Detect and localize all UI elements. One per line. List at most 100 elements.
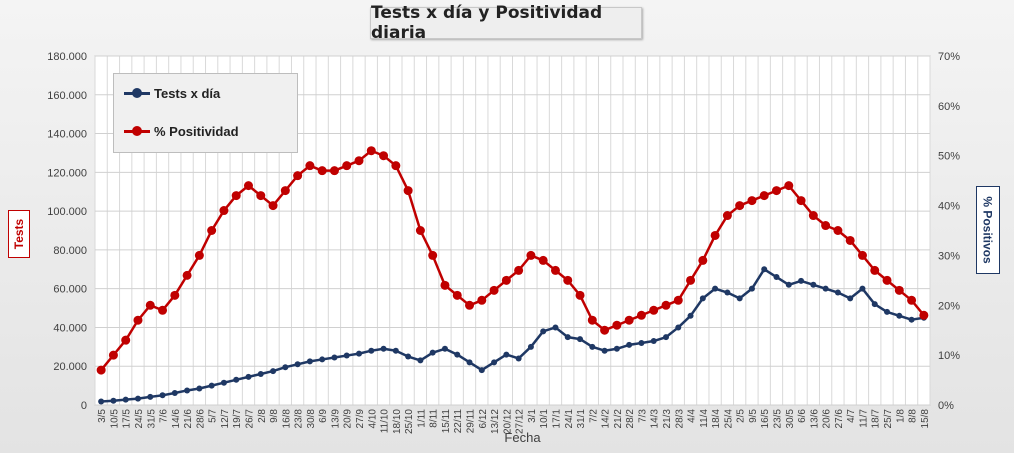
series-point-0 — [564, 334, 571, 341]
series-point-1 — [747, 196, 757, 206]
x-tick-label: 22/11 — [453, 409, 464, 434]
series-point-0 — [147, 393, 154, 400]
series-point-0 — [515, 355, 522, 362]
series-point-0 — [466, 359, 473, 366]
x-tick-label: 11/7 — [858, 409, 869, 428]
x-tick-label: 31/1 — [576, 409, 587, 429]
x-tick-label: 6/12 — [478, 409, 489, 429]
x-tick-label: 8/11 — [429, 409, 440, 428]
series-point-0 — [871, 301, 878, 308]
series-point-0 — [736, 295, 743, 302]
series-point-0 — [675, 324, 682, 331]
series-point-0 — [601, 347, 608, 354]
x-tick-label: 17/1 — [551, 409, 562, 429]
series-point-1 — [870, 265, 880, 275]
series-point-0 — [699, 295, 706, 302]
x-tick-label: 16/8 — [281, 409, 292, 429]
series-point-0 — [896, 312, 903, 319]
series-point-0 — [417, 357, 424, 364]
series-point-1 — [649, 305, 659, 315]
series-point-1 — [673, 295, 683, 305]
x-axis-title: Fecha — [504, 430, 541, 445]
series-point-0 — [171, 389, 178, 396]
series-point-1 — [477, 295, 487, 305]
series-point-0 — [405, 353, 412, 360]
left-tick-label: 180.000 — [47, 51, 87, 63]
series-point-1 — [845, 235, 855, 245]
series-point-1 — [170, 290, 180, 300]
series-point-0 — [662, 334, 669, 341]
x-tick-label: 23/8 — [294, 409, 305, 429]
series-point-0 — [527, 343, 534, 350]
series-point-1 — [501, 275, 511, 285]
series-point-0 — [552, 324, 559, 331]
series-point-0 — [810, 281, 817, 288]
series-point-1 — [833, 226, 843, 235]
series-point-1 — [280, 186, 290, 196]
series-point-0 — [613, 345, 620, 352]
series-point-0 — [159, 392, 166, 399]
series-point-1 — [538, 255, 548, 265]
x-tick-label: 25/7 — [883, 409, 894, 429]
series-point-1 — [108, 350, 118, 360]
series-point-1 — [133, 315, 143, 325]
series-point-1 — [575, 290, 585, 300]
series-point-1 — [612, 320, 622, 330]
legend: Tests x día % Positividad — [113, 73, 298, 153]
x-tick-label: 14/3 — [650, 409, 661, 429]
series-point-0 — [589, 343, 596, 350]
series-point-1 — [96, 365, 106, 375]
series-point-1 — [735, 201, 745, 211]
series-point-1 — [587, 315, 597, 325]
series-point-1 — [514, 265, 524, 275]
series-point-1 — [379, 151, 389, 161]
series-point-1 — [329, 166, 339, 176]
series-point-0 — [208, 382, 215, 389]
series-point-1 — [354, 156, 364, 166]
left-tick-label: 40.000 — [53, 322, 87, 334]
series-point-1 — [243, 181, 253, 191]
series-point-0 — [356, 350, 363, 357]
x-tick-label: 6/9 — [318, 409, 329, 423]
left-tick-label: 20.000 — [53, 361, 87, 373]
right-tick-label: 60% — [938, 101, 960, 113]
x-tick-label: 10/1 — [539, 409, 550, 429]
series-point-0 — [626, 341, 633, 348]
right-tick-label: 30% — [938, 250, 960, 262]
series-point-0 — [368, 347, 375, 354]
series-point-1 — [661, 300, 671, 310]
x-tick-label: 31/5 — [146, 409, 157, 429]
left-tick-label: 60.000 — [53, 284, 87, 296]
series-point-0 — [859, 285, 866, 292]
series-point-0 — [110, 397, 117, 404]
series-point-0 — [257, 370, 264, 377]
legend-item-tests: Tests x día — [124, 86, 220, 101]
x-tick-label: 7/6 — [159, 409, 170, 423]
left-axis-title: Tests — [8, 210, 30, 258]
x-tick-label: 10/5 — [109, 409, 120, 429]
legend-label-tests: Tests x día — [154, 86, 221, 101]
x-tick-label: 9/8 — [269, 409, 280, 423]
series-point-0 — [319, 356, 326, 363]
right-tick-label: 50% — [938, 151, 960, 163]
series-point-0 — [503, 351, 510, 358]
x-tick-label: 29/11 — [466, 409, 477, 434]
series-point-1 — [231, 191, 241, 201]
series-point-0 — [478, 367, 485, 374]
x-tick-label: 24/1 — [564, 409, 575, 429]
x-tick-label: 13/6 — [809, 409, 820, 429]
left-tick-label: 0 — [81, 400, 87, 412]
series-point-1 — [526, 250, 536, 260]
x-tick-label: 21/6 — [183, 409, 194, 429]
series-point-1 — [219, 206, 229, 216]
series-point-1 — [256, 191, 266, 201]
x-tick-label: 26/7 — [244, 409, 255, 429]
x-tick-label: 25/4 — [723, 409, 734, 429]
x-tick-label: 20/12 — [502, 409, 513, 434]
x-tick-label: 25/10 — [404, 409, 415, 434]
series-point-1 — [796, 196, 806, 206]
left-axis-title-text: Tests — [12, 218, 26, 250]
series-point-0 — [712, 285, 719, 292]
x-tick-label: 16/5 — [760, 409, 771, 429]
series-point-1 — [305, 161, 315, 171]
